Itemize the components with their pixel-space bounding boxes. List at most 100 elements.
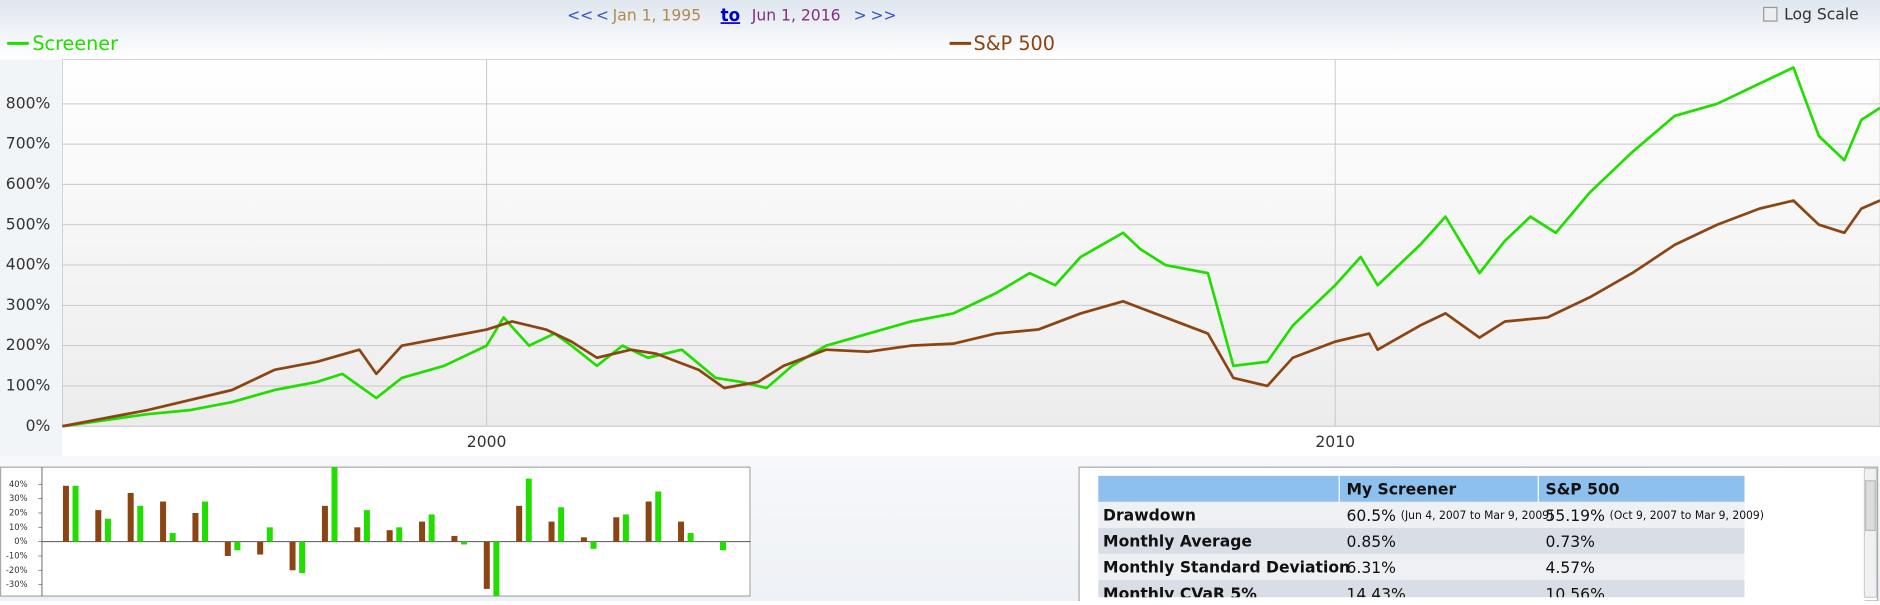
bar: [428, 514, 435, 542]
bar: [363, 510, 370, 542]
bar: [483, 541, 490, 589]
bar: [72, 485, 79, 542]
y-tick-label: -30%: [6, 580, 28, 590]
bar: [386, 530, 393, 542]
bar: [548, 521, 555, 542]
bar: [396, 527, 403, 542]
bar: [451, 535, 458, 542]
end-date[interactable]: Jun 1, 2016: [751, 5, 841, 24]
row-label: Drawdown: [1103, 505, 1196, 524]
bar: [160, 501, 167, 542]
value: 4.57%: [1545, 557, 1595, 576]
bar-panel: [0, 466, 751, 597]
nav-last[interactable]: >>: [870, 5, 896, 24]
x-tick-label: 2000: [467, 432, 507, 451]
bar: [590, 541, 597, 549]
y-tick-label: 200%: [6, 335, 51, 354]
y-tick-label: 30%: [9, 494, 28, 504]
legend-label: S&P 500: [974, 32, 1055, 55]
row-label: Monthly Average: [1103, 531, 1252, 550]
bar: [613, 517, 620, 542]
bar: [493, 541, 500, 597]
bar: [299, 541, 306, 574]
bar: [95, 510, 102, 542]
cell-value: 6.31%: [1346, 557, 1396, 576]
bar: [137, 505, 144, 542]
axis-bg: [0, 59, 63, 457]
bar: [202, 501, 209, 542]
bar: [678, 521, 685, 542]
series-line: [62, 199, 1880, 428]
bar: [192, 512, 199, 542]
bar: [289, 541, 296, 571]
to-link[interactable]: to: [721, 6, 741, 26]
bar: [461, 541, 468, 545]
y-tick-label: 800%: [6, 93, 51, 112]
table-row-bg: [1098, 553, 1745, 580]
nav-first[interactable]: <<: [567, 5, 593, 24]
bar: [719, 541, 726, 551]
scrollbar[interactable]: [1863, 467, 1878, 598]
bar: [580, 537, 587, 542]
y-tick-label: 500%: [6, 214, 51, 233]
cell-value: 4.57%: [1545, 557, 1595, 576]
cell-value: 60.5% (Jun 4, 2007 to Mar 9, 2009): [1346, 505, 1553, 524]
y-tick-label: -20%: [6, 566, 28, 576]
scroll-thumb[interactable]: [1865, 480, 1876, 531]
bar: [104, 518, 111, 542]
x-tick-label: 2010: [1315, 432, 1355, 451]
bar: [622, 514, 629, 542]
bar: [655, 491, 662, 542]
bar: [331, 467, 338, 542]
legend-label: Screener: [32, 32, 119, 55]
note: (Oct 9, 2007 to Mar 9, 2009): [1610, 509, 1764, 522]
bar: [687, 533, 694, 542]
bar: [419, 521, 426, 542]
bar: [354, 527, 361, 542]
bar: [127, 492, 134, 542]
table-header-bg: [1098, 475, 1745, 502]
table-clip: [1080, 597, 1865, 601]
value: 60.5%: [1346, 505, 1396, 524]
start-date[interactable]: Jan 1, 1995: [612, 5, 701, 24]
bar: [266, 527, 273, 542]
bar: [169, 533, 176, 542]
y-tick-label: 100%: [6, 375, 51, 394]
table-header: S&P 500: [1545, 479, 1619, 498]
log-checkbox[interactable]: [1763, 6, 1778, 22]
nav-prev[interactable]: <: [596, 5, 609, 24]
table-row-bg: [1098, 501, 1745, 528]
y-tick-label: 700%: [6, 133, 51, 152]
note: (Jun 4, 2007 to Mar 9, 2009): [1401, 509, 1554, 522]
bar: [62, 485, 69, 542]
bar: [234, 541, 241, 551]
y-tick-label: 600%: [6, 174, 51, 193]
bar: [525, 478, 532, 542]
row-label: Monthly Standard Deviation: [1103, 557, 1350, 576]
bar: [645, 501, 652, 542]
y-tick-label: -10%: [6, 551, 28, 561]
plot-bg: [62, 59, 1880, 427]
value: 0.85%: [1346, 531, 1396, 550]
y-tick-label: 20%: [9, 508, 28, 518]
bar: [558, 507, 565, 542]
log-label[interactable]: Log Scale: [1784, 4, 1859, 23]
y-tick-label: 40%: [9, 480, 28, 490]
table-row-bg: [1098, 527, 1745, 554]
bar: [516, 505, 523, 542]
bar: [257, 541, 264, 555]
y-tick-label: 10%: [9, 523, 28, 533]
value: 6.31%: [1346, 557, 1396, 576]
cell-value: 55.19% (Oct 9, 2007 to Mar 9, 2009): [1545, 505, 1764, 524]
y-tick-label: 300%: [6, 295, 51, 314]
nav-next[interactable]: >: [854, 5, 867, 24]
series-line: [62, 66, 1880, 428]
bar: [224, 541, 231, 556]
cell-value: 0.73%: [1545, 531, 1595, 550]
cell-value: 0.85%: [1346, 531, 1396, 550]
y-tick-label: 400%: [6, 254, 51, 273]
value: 55.19%: [1545, 505, 1604, 524]
header-bg: [0, 0, 1880, 60]
